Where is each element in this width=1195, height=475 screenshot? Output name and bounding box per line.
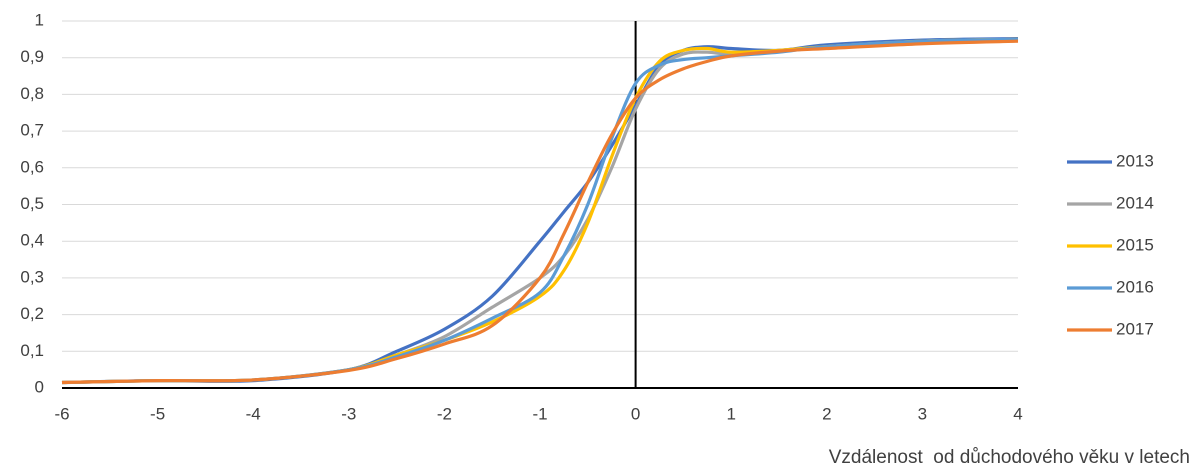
x-tick-label: -6	[54, 404, 69, 423]
series-line	[61, 39, 1019, 385]
x-tick-label: 2	[822, 404, 831, 423]
x-tick-label: 1	[726, 404, 735, 423]
y-tick-label: 0,2	[20, 304, 44, 323]
legend-label: 2013	[1116, 151, 1154, 170]
series-line	[61, 37, 1019, 385]
y-tick-label: 0,1	[20, 341, 44, 360]
y-tick-label: 1	[35, 10, 44, 29]
legend-label: 2015	[1116, 235, 1154, 254]
series-line	[61, 37, 1019, 385]
y-tick-label: 0,5	[20, 194, 44, 213]
series-line	[61, 37, 1019, 385]
x-axis-label: Vzdálenost od důchodového věku v letech	[829, 447, 1190, 468]
y-tick-label: 0,7	[20, 121, 44, 140]
legend-label: 2017	[1116, 319, 1154, 338]
x-tick-label: -1	[532, 404, 547, 423]
y-tick-label: 0,3	[20, 267, 44, 286]
x-tick-label: -5	[150, 404, 165, 423]
x-tick-label: 3	[918, 404, 927, 423]
y-tick-label: 0,8	[20, 84, 44, 103]
y-tick-label: 0,9	[20, 47, 44, 66]
x-tick-label: -2	[437, 404, 452, 423]
legend-label: 2014	[1116, 193, 1154, 212]
x-tick-label: -3	[341, 404, 356, 423]
legend-label: 2016	[1116, 277, 1154, 296]
y-tick-label: 0	[35, 377, 44, 396]
y-tick-label: 0,4	[20, 231, 44, 250]
x-tick-label: 0	[631, 404, 640, 423]
y-tick-label: 0,6	[20, 157, 44, 176]
x-tick-label: 4	[1013, 404, 1022, 423]
series-line	[61, 37, 1019, 385]
x-tick-label: -4	[246, 404, 261, 423]
